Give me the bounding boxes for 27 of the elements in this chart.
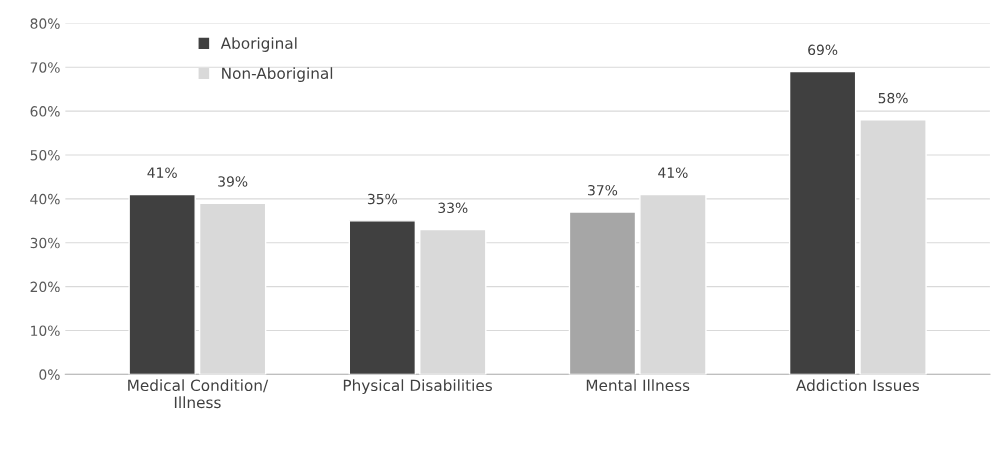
y-tick-label: 50% bbox=[30, 149, 60, 161]
bar bbox=[348, 220, 417, 375]
legend-label: Non-Aboriginal bbox=[222, 67, 333, 82]
data-label: 69% bbox=[808, 44, 838, 56]
y-tick-label: 40% bbox=[30, 193, 60, 205]
y-tick-label: 70% bbox=[30, 62, 60, 73]
y-tick-label: 30% bbox=[30, 237, 60, 249]
data-label: 41% bbox=[658, 167, 688, 178]
data-label: 35% bbox=[367, 193, 397, 205]
y-tick-label: 80% bbox=[30, 18, 60, 29]
x-tick-label: Medical Condition/ Illness bbox=[128, 379, 269, 409]
data-label: 41% bbox=[147, 167, 177, 178]
legend-label: Aboriginal bbox=[220, 37, 297, 52]
y-tick-label: 60% bbox=[30, 106, 60, 117]
data-label: 58% bbox=[878, 92, 908, 104]
y-tick-label: 10% bbox=[31, 325, 60, 336]
x-tick-label: Addiction Issues bbox=[796, 379, 919, 392]
y-tick-label: 20% bbox=[30, 281, 60, 293]
bar bbox=[788, 70, 857, 375]
data-label: 39% bbox=[218, 176, 248, 187]
data-label: 37% bbox=[588, 184, 618, 196]
x-tick-label: Mental Illness bbox=[586, 379, 690, 392]
bar bbox=[568, 211, 637, 375]
y-tick-label: 0% bbox=[39, 369, 60, 380]
x-tick-label: Physical Disabilities bbox=[343, 379, 492, 395]
bar bbox=[128, 193, 196, 375]
data-label: 33% bbox=[438, 202, 468, 214]
